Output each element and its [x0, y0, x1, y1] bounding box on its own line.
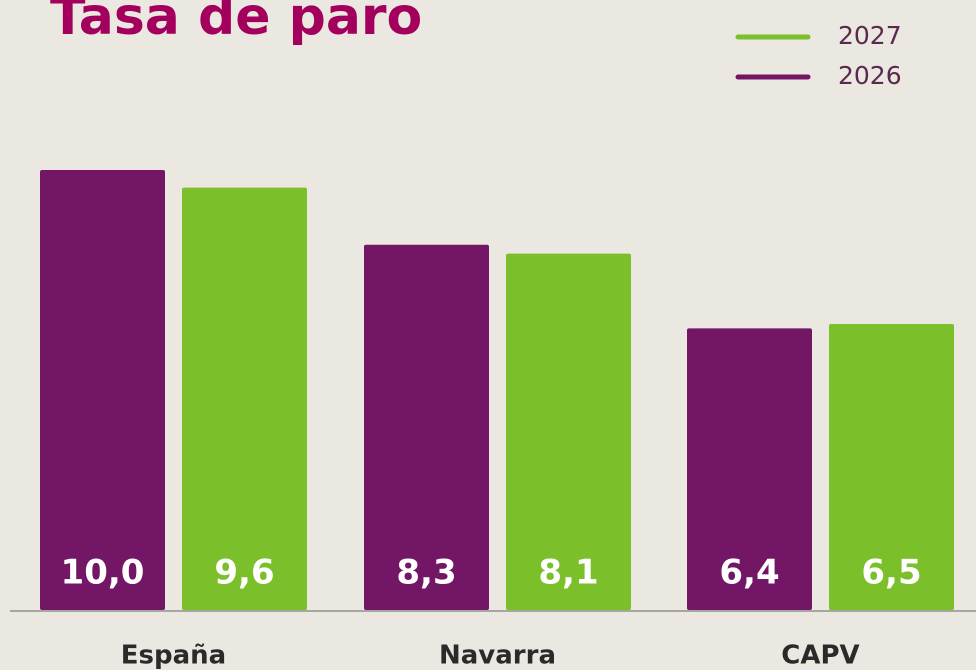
data-label: 6,5: [861, 553, 921, 593]
bar: [506, 253, 631, 610]
bar: [687, 328, 812, 610]
x-tick-label: CAPV: [781, 641, 859, 670]
bar: [40, 170, 165, 610]
bar: [829, 324, 954, 610]
data-label: 8,3: [396, 553, 456, 593]
chart-title: Tasa de paro: [50, 0, 422, 47]
data-label: 6,4: [719, 553, 779, 593]
data-label: 9,6: [214, 553, 274, 593]
bar: [182, 187, 307, 610]
data-label: 8,1: [538, 553, 598, 593]
legend-label: 2026: [838, 61, 902, 90]
bar: [364, 244, 489, 611]
x-tick-label: Navarra: [439, 641, 556, 670]
data-label: 10,0: [61, 553, 145, 593]
legend-label: 2027: [838, 21, 902, 50]
x-tick-label: España: [121, 641, 226, 670]
